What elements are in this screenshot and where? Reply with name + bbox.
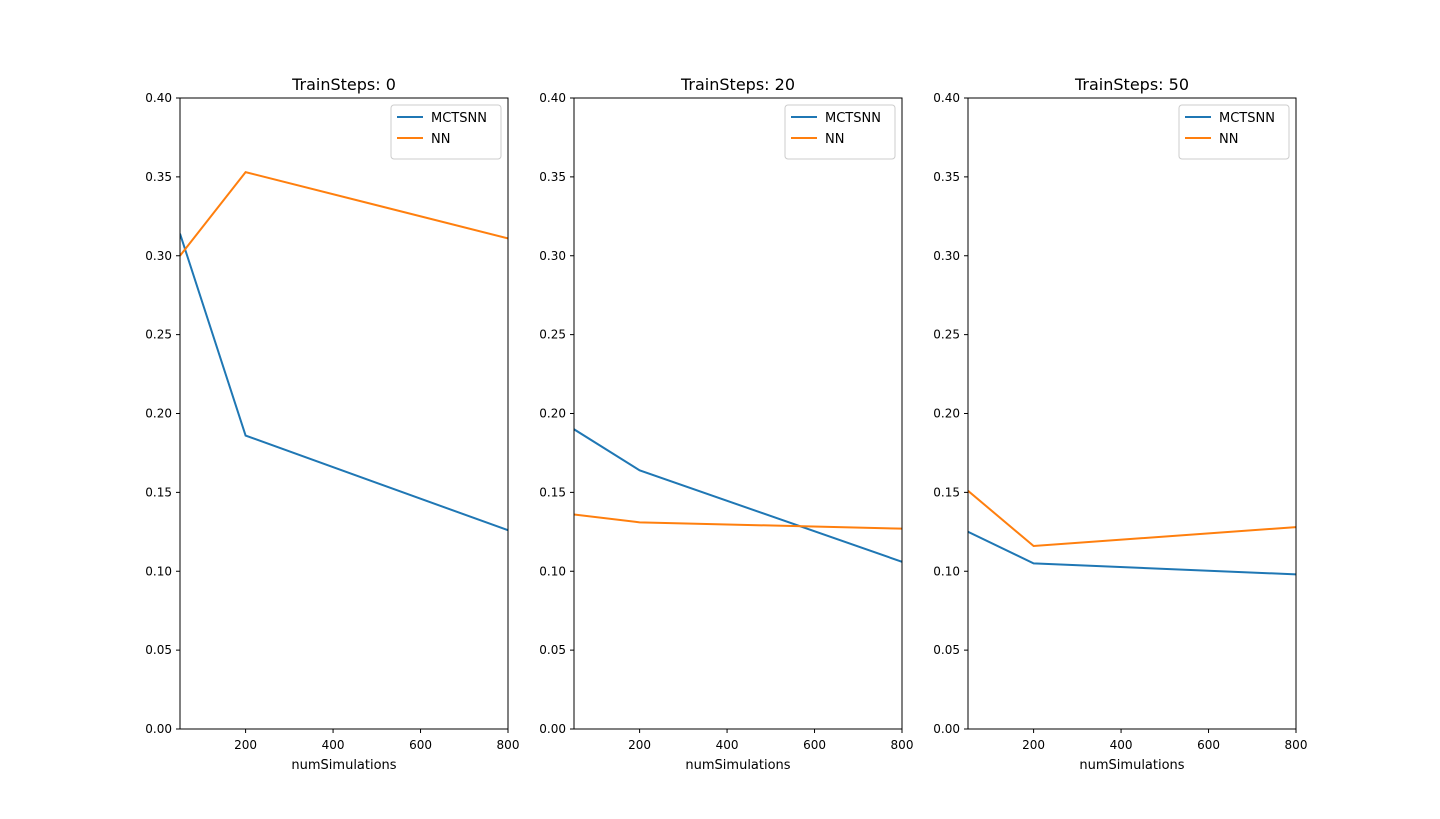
y-tick-label: 0.40 (145, 91, 172, 105)
subplot-title: TrainSteps: 0 (291, 75, 396, 94)
y-tick-label: 0.15 (933, 485, 960, 499)
y-tick-label: 0.00 (145, 722, 172, 736)
x-tick-label: 800 (891, 738, 914, 752)
x-tick-label: 200 (234, 738, 257, 752)
x-tick-label: 800 (1285, 738, 1308, 752)
y-tick-label: 0.00 (539, 722, 566, 736)
y-tick-label: 0.40 (539, 91, 566, 105)
y-tick-label: 0.35 (539, 170, 566, 184)
legend: MCTSNN NN (1178, 104, 1290, 160)
subplot-title: TrainSteps: 20 (680, 75, 795, 94)
legend-box (1178, 104, 1290, 160)
series-line-mctsnn (968, 530, 1296, 576)
series-line-nn (968, 490, 1296, 548)
x-axis-label: numSimulations (1079, 758, 1184, 773)
legend-label-mctsnn: MCTSNN (1219, 111, 1275, 126)
y-tick-label: 0.00 (933, 722, 960, 736)
y-tick-label: 0.20 (539, 407, 566, 421)
y-tick-label: 0.05 (145, 643, 172, 657)
y-tick-label: 0.35 (145, 170, 172, 184)
legend-label-nn: NN (825, 132, 844, 147)
x-tick-label: 200 (1022, 738, 1045, 752)
x-tick-label: 400 (322, 738, 345, 752)
x-tick-label: 400 (716, 738, 739, 752)
subplot-title: TrainSteps: 50 (1074, 75, 1189, 94)
legend: MCTSNN NN (390, 104, 502, 160)
subplot-1: 0.00 0.05 0.10 0.15 0.20 0.25 0.30 0.35 0.40 200 4… (145, 75, 519, 773)
series-line-mctsnn (574, 428, 902, 563)
y-tick-label: 0.30 (933, 249, 960, 263)
axes-frame (967, 97, 1297, 730)
y-tick-label: 0.25 (539, 328, 566, 342)
y-tick-label: 0.10 (539, 564, 566, 578)
y-tick-label: 0.10 (145, 564, 172, 578)
x-tick-label: 600 (409, 738, 432, 752)
y-tick-label: 0.30 (539, 249, 566, 263)
x-tick-label: 600 (803, 738, 826, 752)
axes-frame (573, 97, 903, 730)
legend-label-mctsnn: MCTSNN (431, 111, 487, 126)
y-tick-label: 0.05 (539, 643, 566, 657)
legend-label-mctsnn: MCTSNN (825, 111, 881, 126)
legend-label-nn: NN (1219, 132, 1238, 147)
x-tick-label: 400 (1110, 738, 1133, 752)
x-tick-label: 800 (497, 738, 520, 752)
subplot-2: 0.00 0.05 0.10 0.15 0.20 0.25 0.30 0.35 0.40 200 4… (539, 75, 913, 773)
y-tick-label: 0.30 (145, 249, 172, 263)
y-tick-label: 0.25 (145, 328, 172, 342)
y-tick-label: 0.15 (539, 485, 566, 499)
y-tick-label: 0.20 (933, 407, 960, 421)
y-tick-label: 0.40 (933, 91, 960, 105)
series-line-mctsnn (180, 233, 508, 532)
legend-label-nn: NN (431, 132, 450, 147)
y-tick-label: 0.20 (145, 407, 172, 421)
legend-box (784, 104, 896, 160)
x-tick-label: 200 (628, 738, 651, 752)
y-tick-label: 0.25 (933, 328, 960, 342)
x-tick-label: 600 (1197, 738, 1220, 752)
series-line-nn (180, 171, 508, 257)
y-tick-label: 0.35 (933, 170, 960, 184)
y-tick-label: 0.10 (933, 564, 960, 578)
subplot-3: 0.00 0.05 0.10 0.15 0.20 0.25 0.30 0.35 0.40 200 4… (933, 75, 1307, 773)
legend-box (390, 104, 502, 160)
legend: MCTSNN NN (784, 104, 896, 160)
y-tick-label: 0.15 (145, 485, 172, 499)
x-axis-label: numSimulations (291, 758, 396, 773)
x-axis-label: numSimulations (685, 758, 790, 773)
series-line-nn (574, 513, 902, 530)
y-tick-label: 0.05 (933, 643, 960, 657)
